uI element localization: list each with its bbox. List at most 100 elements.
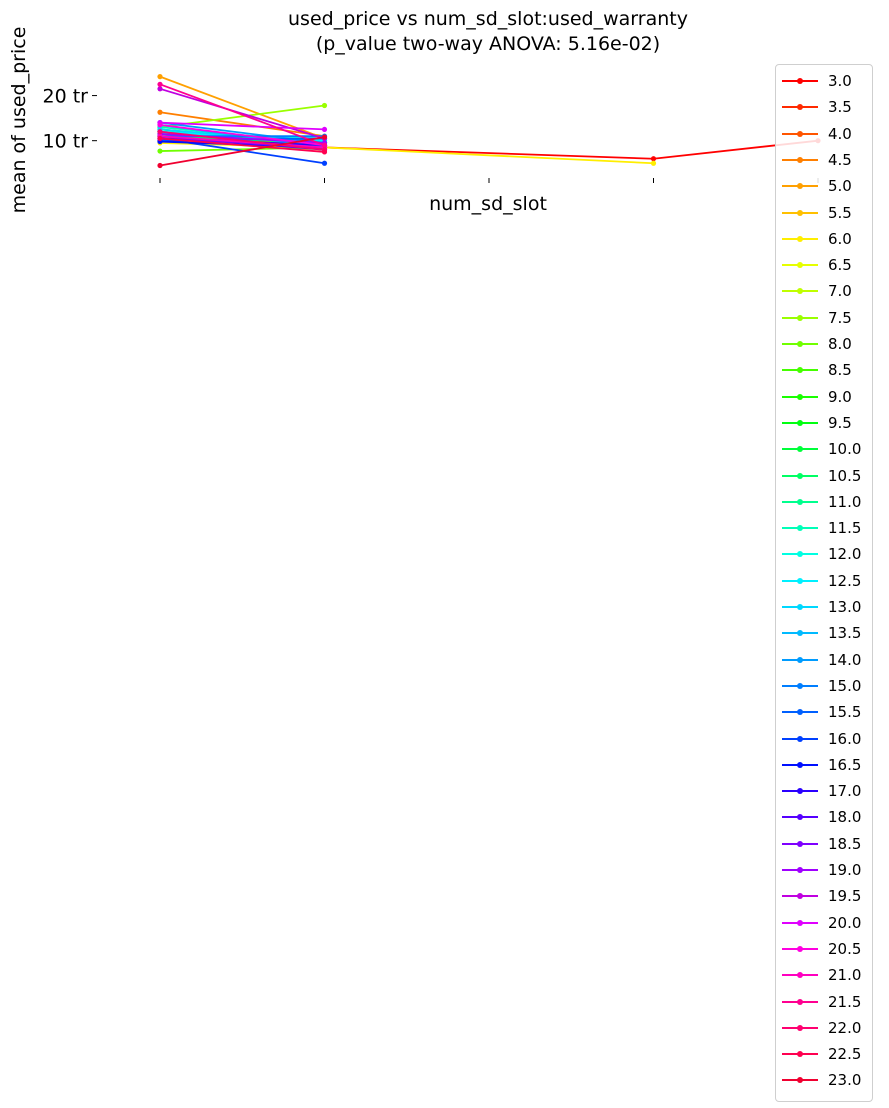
data-point [650, 156, 657, 162]
data-point [157, 86, 163, 92]
series-line [159, 137, 325, 153]
legend-label: 10.5 [828, 466, 862, 485]
legend-label: 14.0 [828, 650, 862, 669]
legend-item: 15.0 [776, 674, 872, 698]
y-tick-label: 10 tr [43, 131, 89, 153]
data-point [157, 74, 163, 80]
data-point [321, 149, 328, 155]
legend-marker [797, 104, 803, 111]
legend-marker [797, 972, 803, 979]
legend-label: 22.0 [828, 1018, 862, 1037]
legend-label: 11.0 [828, 492, 862, 511]
legend-item: 6.0 [776, 227, 872, 251]
data-point [650, 160, 657, 166]
legend-marker [797, 840, 803, 847]
legend-label: 15.5 [828, 703, 862, 722]
x-axis-label: num_sd_slot [429, 193, 547, 215]
legend-marker [797, 419, 803, 426]
data-point [321, 142, 328, 148]
legend-label: 12.0 [828, 545, 862, 564]
legend-item: 4.5 [776, 148, 872, 172]
legend-label: 21.0 [828, 966, 862, 985]
legend: 3.0 3.5 4.0 4.5 5.0 5.5 6.0 6.5 7.0 7.5 8.0 8.5 9.0 9… [775, 64, 873, 1102]
legend-marker [797, 78, 803, 84]
legend-label: 23.0 [828, 1071, 862, 1090]
legend-label: 6.5 [828, 256, 852, 275]
legend-marker [797, 341, 803, 347]
series-line [159, 121, 325, 131]
data-point [321, 126, 328, 133]
legend-label: 4.5 [828, 150, 852, 169]
legend-marker [797, 156, 803, 163]
data-point [157, 162, 163, 169]
legend-item: 19.5 [776, 884, 872, 908]
legend-label: 12.5 [828, 571, 862, 590]
legend-marker [797, 393, 803, 400]
series-23.0 [157, 134, 328, 169]
legend-label: 3.0 [828, 72, 852, 90]
series-line [159, 136, 325, 167]
legend-label: 7.0 [828, 282, 852, 301]
data-point [157, 109, 163, 115]
legend-marker [797, 577, 803, 584]
legend-item: 10.0 [776, 437, 872, 461]
legend-item: 20.0 [776, 911, 872, 935]
legend-marker [797, 682, 803, 689]
data-point [157, 122, 163, 128]
legend-marker [797, 130, 803, 137]
legend-item: 16.0 [776, 727, 872, 751]
legend-label: 16.5 [828, 755, 862, 774]
legend-item: 18.0 [776, 805, 872, 829]
legend-item: 7.5 [776, 306, 872, 330]
legend-item: 4.0 [776, 122, 872, 146]
legend-label: 21.5 [828, 992, 862, 1011]
legend-label: 22.5 [828, 1045, 862, 1064]
series-line [159, 130, 325, 151]
legend-item: 14.0 [776, 648, 872, 672]
data-point [321, 160, 328, 166]
legend-marker [797, 788, 803, 795]
legend-label: 18.0 [828, 808, 862, 827]
data-point [157, 135, 163, 142]
legend-marker [797, 604, 803, 610]
legend-marker [797, 367, 803, 374]
legend-item: 17.0 [776, 779, 872, 803]
legend-label: 19.5 [828, 887, 862, 906]
legend-item: 8.5 [776, 358, 872, 382]
legend-marker [797, 262, 803, 269]
legend-marker [797, 446, 803, 453]
legend-item: 22.0 [776, 1016, 872, 1040]
legend-item: 13.0 [776, 595, 872, 619]
legend-marker [797, 893, 803, 900]
legend-item: 11.0 [776, 490, 872, 514]
legend-item: 13.5 [776, 621, 872, 645]
legend-marker [797, 209, 803, 216]
legend-label: 17.0 [828, 782, 862, 801]
legend-item: 12.5 [776, 569, 872, 593]
legend-marker [797, 998, 803, 1005]
chart-subtitle: (p_value two-way ANOVA: 5.16e-02) [316, 33, 660, 55]
legend-label: 9.5 [828, 413, 852, 432]
legend-label: 15.0 [828, 676, 862, 695]
legend-item: 12.0 [776, 542, 872, 566]
legend-label: 10.0 [828, 440, 862, 459]
legend-label: 13.0 [828, 598, 862, 616]
legend-label: 13.5 [828, 624, 862, 643]
legend-item: 15.5 [776, 700, 872, 724]
legend-label: 8.5 [828, 361, 852, 380]
legend-marker [797, 919, 803, 926]
y-axis-ticks: 10 tr 20 tr [43, 86, 97, 153]
legend-marker [797, 288, 803, 295]
legend-label: 8.0 [828, 335, 852, 353]
legend-label: 16.0 [828, 729, 862, 748]
series-line [159, 83, 325, 147]
legend-item: 11.5 [776, 516, 872, 540]
legend-label: 4.0 [828, 124, 852, 143]
legend-item: 9.0 [776, 385, 872, 409]
legend-marker [797, 1024, 803, 1031]
legend-label: 19.0 [828, 861, 862, 879]
x-axis-ticks [159, 178, 819, 183]
legend-item: 6.5 [776, 253, 872, 277]
data-point [157, 81, 163, 87]
